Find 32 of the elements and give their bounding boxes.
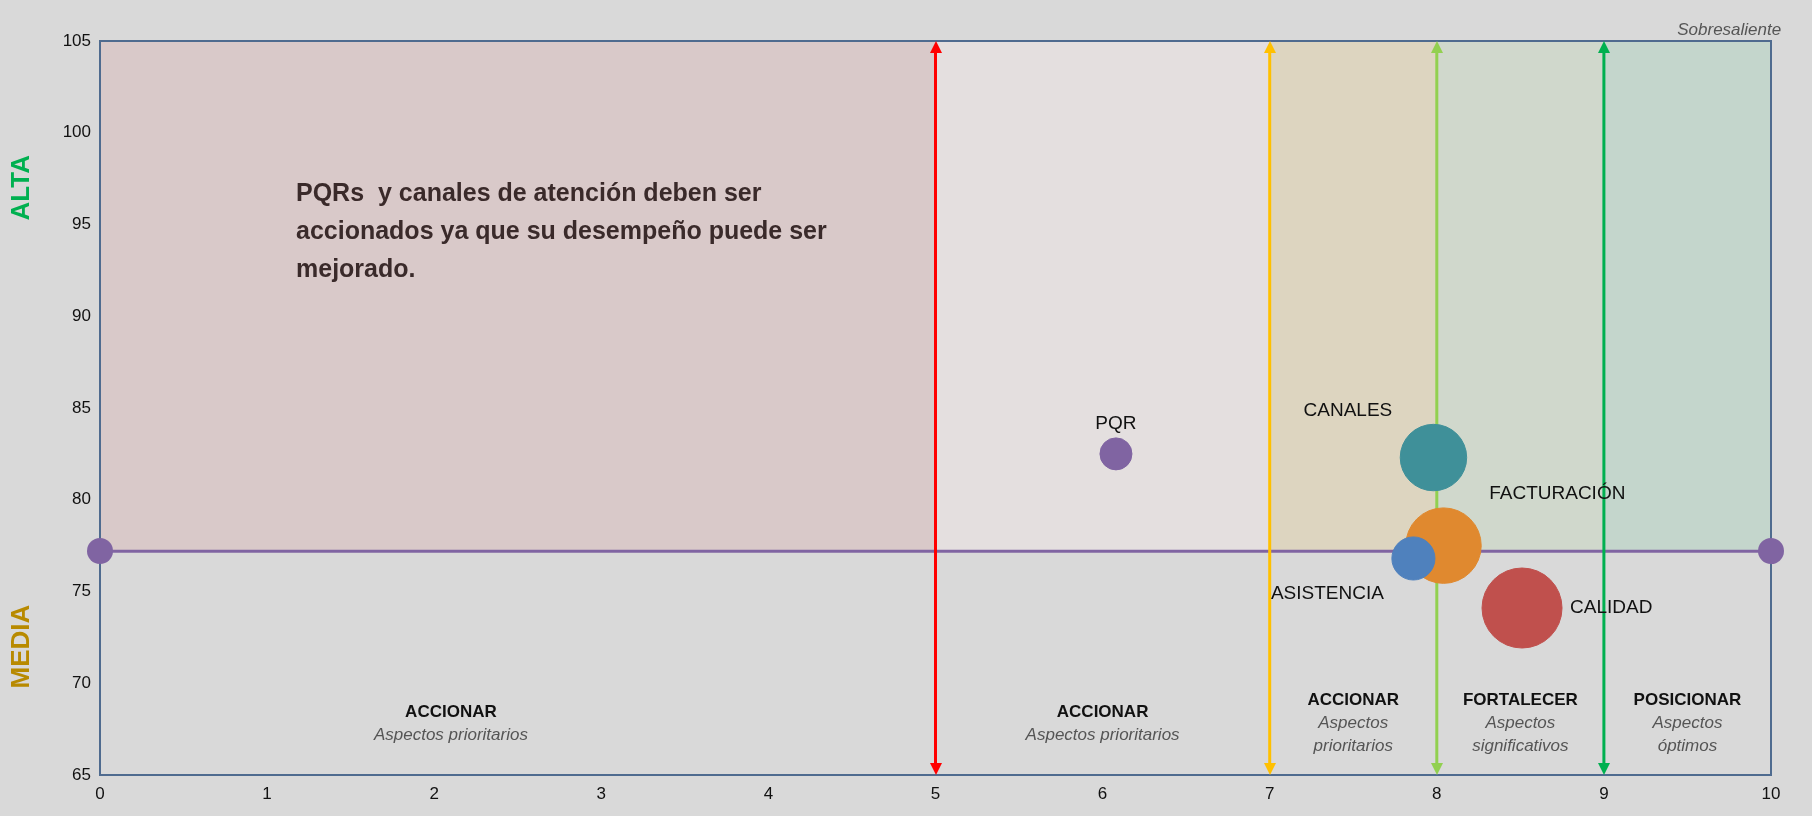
y-tick-label: 75 [72, 581, 91, 601]
series-label: ASISTENCIA [1270, 582, 1385, 604]
y-tick-label: 85 [72, 397, 91, 417]
x-tick-label: 2 [429, 783, 439, 803]
x-tick-label: 4 [763, 783, 774, 803]
x-tick-label: 1 [262, 783, 272, 803]
x-tick-label: 5 [930, 783, 941, 803]
annotation: PQRs y canales de atención deben ser accionados ya que su desempeño puede ser mejorado. [296, 178, 828, 282]
y-tick-label: 95 [72, 214, 91, 234]
text: Sobresaliente [1677, 20, 1782, 40]
x-tick-label: 6 [1097, 783, 1108, 803]
y-tick-label: 70 [72, 672, 91, 692]
x-tick-label: 9 [1599, 783, 1609, 803]
x-tick-label: 10 [1761, 783, 1781, 803]
y-tick-label: 90 [72, 305, 91, 325]
x-tick-label: 8 [1432, 783, 1442, 803]
y-tick-label: 100 [62, 122, 91, 142]
annotation: POSICIONAR Aspectos óptimos [1633, 690, 1742, 756]
text: ALTA [5, 154, 36, 221]
series-label: CANALES [1303, 398, 1393, 420]
annotation: ACCIONAR Aspectos prioritarios [1307, 690, 1400, 756]
y-tick-label: 105 [62, 30, 91, 50]
annotation: ACCIONAR Aspectos prioritarios [372, 701, 529, 744]
annotation: ACCIONAR Aspectos prioritarios [1024, 701, 1181, 744]
text: MEDIA [5, 604, 36, 689]
annotation: FORTALECER Aspectos significativos [1462, 690, 1578, 756]
x-tick-label: 0 [95, 783, 105, 803]
x-tick-label: 7 [1264, 783, 1275, 803]
series-label: PQR [1095, 412, 1137, 434]
y-tick-label: 65 [72, 764, 91, 784]
x-tick-label: 3 [596, 783, 607, 803]
y-tick-label: 80 [72, 489, 91, 509]
